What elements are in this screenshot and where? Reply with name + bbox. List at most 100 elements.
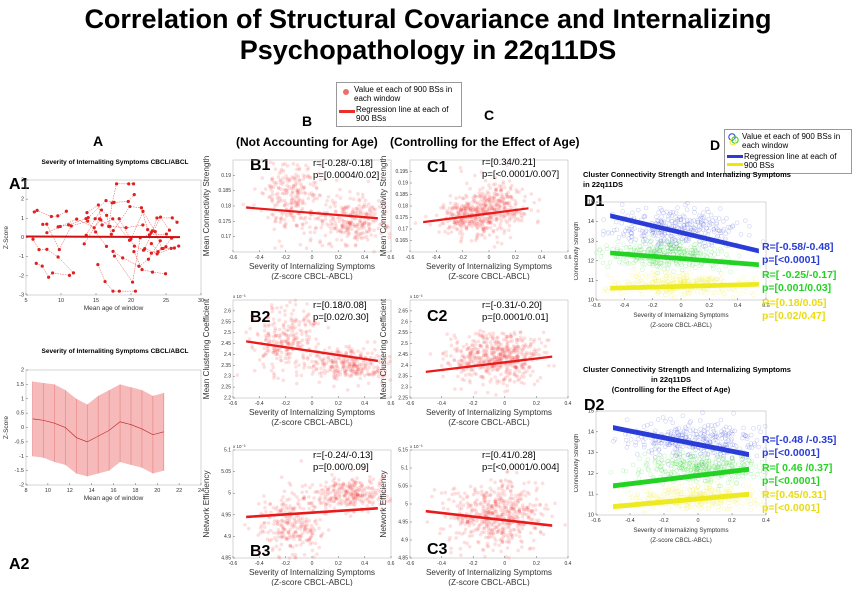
data-point bbox=[470, 347, 474, 352]
data-point bbox=[332, 370, 337, 375]
data-point bbox=[657, 246, 663, 251]
y-tick-label: 2.2 bbox=[224, 396, 231, 402]
data-point bbox=[279, 523, 283, 528]
data-point bbox=[657, 249, 662, 254]
data-point bbox=[482, 205, 487, 210]
data-point bbox=[279, 530, 284, 534]
data-point bbox=[321, 358, 326, 363]
data-point bbox=[498, 188, 503, 193]
d1-green-r: R=[ -0.25/-0.17] bbox=[762, 269, 837, 281]
data-point bbox=[126, 199, 130, 204]
data-point bbox=[604, 246, 610, 252]
data-point bbox=[519, 335, 523, 340]
data-point bbox=[271, 350, 275, 355]
data-point bbox=[494, 188, 498, 192]
data-point bbox=[343, 242, 348, 246]
data-point bbox=[507, 179, 512, 183]
data-point bbox=[296, 174, 301, 179]
data-point bbox=[479, 365, 484, 370]
data-point bbox=[659, 220, 665, 225]
data-point bbox=[304, 337, 309, 342]
data-point bbox=[297, 363, 301, 367]
data-point bbox=[114, 182, 119, 186]
data-point bbox=[364, 230, 369, 235]
data-point bbox=[293, 521, 297, 526]
data-point bbox=[310, 531, 314, 536]
data-point bbox=[361, 501, 365, 506]
data-point bbox=[334, 210, 338, 214]
data-point bbox=[469, 521, 473, 525]
data-point bbox=[474, 350, 479, 355]
data-point bbox=[281, 368, 285, 373]
data-point bbox=[459, 208, 464, 213]
data-point bbox=[296, 343, 300, 348]
data-point bbox=[500, 526, 505, 530]
data-point bbox=[93, 217, 97, 221]
data-point bbox=[341, 360, 346, 365]
data-point bbox=[488, 528, 493, 532]
data-point bbox=[694, 289, 700, 294]
data-point bbox=[472, 353, 477, 357]
data-point bbox=[164, 232, 169, 236]
data-point bbox=[279, 522, 284, 527]
data-point bbox=[631, 280, 636, 286]
data-point bbox=[339, 501, 344, 505]
data-point bbox=[465, 225, 469, 230]
data-point bbox=[709, 243, 715, 248]
data-point bbox=[670, 275, 676, 281]
data-point bbox=[754, 453, 760, 459]
data-point bbox=[285, 516, 289, 521]
data-point bbox=[350, 478, 355, 482]
data-point bbox=[467, 219, 472, 224]
data-point bbox=[517, 507, 522, 511]
data-point bbox=[310, 503, 315, 508]
data-point bbox=[290, 197, 294, 202]
data-point bbox=[662, 237, 667, 242]
data-point bbox=[663, 275, 668, 281]
data-point bbox=[533, 347, 537, 352]
y-tick-label: 4.85 bbox=[398, 556, 408, 562]
data-point bbox=[473, 331, 478, 336]
data-point bbox=[267, 349, 271, 353]
data-point bbox=[333, 209, 338, 213]
data-point bbox=[284, 536, 288, 540]
data-point bbox=[343, 223, 348, 227]
data-point bbox=[727, 425, 732, 431]
data-point bbox=[452, 212, 457, 217]
data-point bbox=[525, 505, 530, 510]
data-point bbox=[688, 428, 693, 434]
data-point bbox=[500, 529, 505, 534]
data-point bbox=[445, 219, 450, 224]
data-point bbox=[366, 510, 371, 514]
data-point bbox=[333, 483, 337, 487]
data-point bbox=[45, 222, 49, 226]
data-point bbox=[366, 202, 371, 206]
data-point bbox=[636, 437, 641, 442]
data-point bbox=[276, 200, 280, 205]
data-point bbox=[330, 496, 335, 500]
data-point bbox=[505, 546, 510, 550]
data-point bbox=[381, 202, 386, 206]
data-point bbox=[329, 358, 333, 362]
data-point bbox=[507, 228, 511, 232]
data-point bbox=[509, 484, 514, 489]
data-point bbox=[346, 232, 351, 236]
data-point bbox=[458, 223, 462, 228]
y-tick-label: 1 bbox=[21, 396, 24, 402]
data-point bbox=[700, 410, 705, 415]
data-point bbox=[480, 334, 485, 339]
data-point bbox=[502, 332, 506, 336]
y-tick-label: 2.3 bbox=[401, 385, 408, 391]
data-point bbox=[685, 279, 690, 284]
data-point bbox=[305, 313, 310, 318]
data-point bbox=[380, 506, 384, 511]
data-point bbox=[508, 351, 512, 355]
data-point bbox=[662, 444, 668, 449]
data-point bbox=[494, 509, 499, 514]
data-point bbox=[363, 492, 367, 497]
data-point bbox=[494, 217, 499, 221]
data-point bbox=[332, 218, 336, 222]
y-tick-label: 0.17 bbox=[221, 234, 231, 240]
data-point bbox=[347, 362, 352, 367]
data-point bbox=[523, 370, 527, 375]
